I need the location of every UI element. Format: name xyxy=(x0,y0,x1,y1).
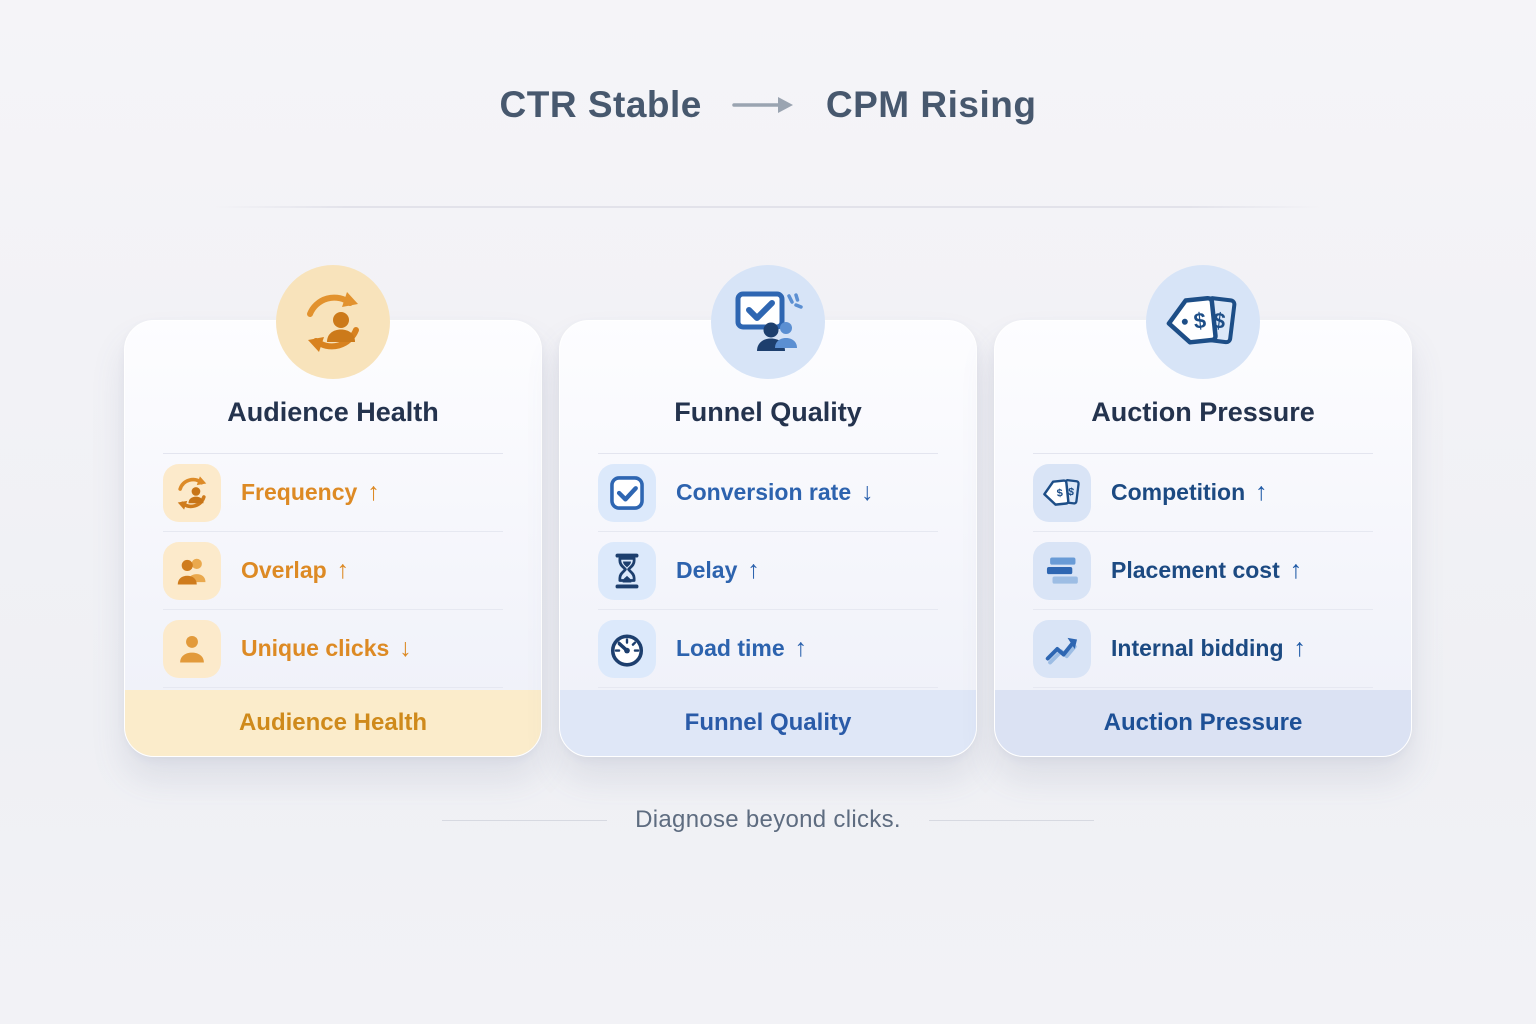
header-left-text: CTR Stable xyxy=(499,84,702,125)
card-title: Audience Health xyxy=(227,397,439,427)
card-footer-label: Funnel Quality xyxy=(560,690,976,756)
card-funnel-quality: Funnel Quality Conversion rate ↓ xyxy=(559,265,977,757)
card-title: Auction Pressure xyxy=(1091,397,1315,427)
metric-list: Frequency ↑ Overlap ↑ xyxy=(125,454,541,688)
card-footer-label: Auction Pressure xyxy=(995,690,1411,756)
card-footer-label: Audience Health xyxy=(125,690,541,756)
internal-bidding-icon xyxy=(1033,619,1091,678)
up-arrow-icon: ↑ xyxy=(794,634,808,662)
metric-row-load-time: Load time ↑ xyxy=(598,610,938,688)
metric-label: Load time xyxy=(676,635,785,661)
placement-cost-icon xyxy=(1033,541,1091,600)
metric-label: Unique clicks xyxy=(241,635,390,661)
metric-row-conversion-rate: Conversion rate ↓ xyxy=(598,454,938,532)
up-arrow-icon: ↑ xyxy=(1289,556,1303,584)
conversion-rate-icon xyxy=(598,463,656,522)
load-time-icon xyxy=(598,619,656,678)
metric-row-unique-clicks: Unique clicks ↓ xyxy=(163,610,503,688)
up-arrow-icon: ↑ xyxy=(367,478,380,506)
divider xyxy=(1033,453,1373,454)
metric-label: Overlap xyxy=(241,557,327,583)
metric-label: Internal bidding xyxy=(1111,635,1284,661)
card-auction-pressure: $ $ Auction Pressure xyxy=(994,265,1412,757)
card-audience-health: Audience Health Frequency xyxy=(124,265,542,757)
divider xyxy=(598,453,938,454)
metric-row-internal-bidding: Internal bidding ↑ xyxy=(1033,610,1373,688)
metric-list: Conversion rate ↓ Delay ↑ xyxy=(560,454,976,688)
metric-label: Conversion rate xyxy=(676,479,852,505)
up-arrow-icon: ↑ xyxy=(1255,478,1268,506)
metric-row-frequency: Frequency ↑ xyxy=(163,454,503,532)
competition-icon: $ $ xyxy=(1033,463,1091,522)
down-arrow-icon: ↓ xyxy=(399,634,412,662)
funnel-quality-badge-icon xyxy=(711,265,825,379)
divider xyxy=(163,453,503,454)
svg-text:$: $ xyxy=(1067,485,1074,498)
svg-text:$: $ xyxy=(1056,487,1063,500)
cards-row: Audience Health Frequency xyxy=(0,265,1536,757)
audience-health-badge-icon xyxy=(276,265,390,379)
unique-clicks-icon xyxy=(163,619,221,678)
metric-row-competition: $ $ Competition ↑ xyxy=(1033,454,1373,532)
metric-label: Delay xyxy=(676,557,738,583)
delay-icon xyxy=(598,541,656,600)
metric-row-overlap: Overlap ↑ xyxy=(163,532,503,610)
metric-label: Frequency xyxy=(241,479,358,505)
down-arrow-icon: ↓ xyxy=(861,478,874,506)
up-arrow-icon: ↑ xyxy=(336,556,350,584)
metric-list: $ $ Competition ↑ xyxy=(995,454,1411,688)
card-title: Funnel Quality xyxy=(674,397,862,427)
metric-label: Placement cost xyxy=(1111,557,1280,583)
header: CTR Stable CPM Rising xyxy=(0,84,1536,126)
svg-text:$: $ xyxy=(1192,308,1207,334)
caption-line-left xyxy=(442,819,608,821)
header-right-text: CPM Rising xyxy=(825,84,1037,125)
caption-row: Diagnose beyond clicks. xyxy=(0,806,1536,834)
header-divider xyxy=(215,206,1320,208)
metric-row-placement-cost: Placement cost ↑ xyxy=(1033,532,1373,610)
caption-line-right xyxy=(928,819,1094,821)
auction-pressure-badge-icon: $ $ xyxy=(1146,265,1260,379)
metric-row-delay: Delay ↑ xyxy=(598,532,938,610)
right-arrow-icon xyxy=(732,94,796,116)
caption-text: Diagnose beyond clicks. xyxy=(635,806,901,833)
overlap-icon xyxy=(163,541,221,600)
up-arrow-icon: ↑ xyxy=(1293,634,1307,662)
metric-label: Competition xyxy=(1111,479,1246,505)
frequency-icon xyxy=(163,463,221,522)
up-arrow-icon: ↑ xyxy=(747,556,760,584)
